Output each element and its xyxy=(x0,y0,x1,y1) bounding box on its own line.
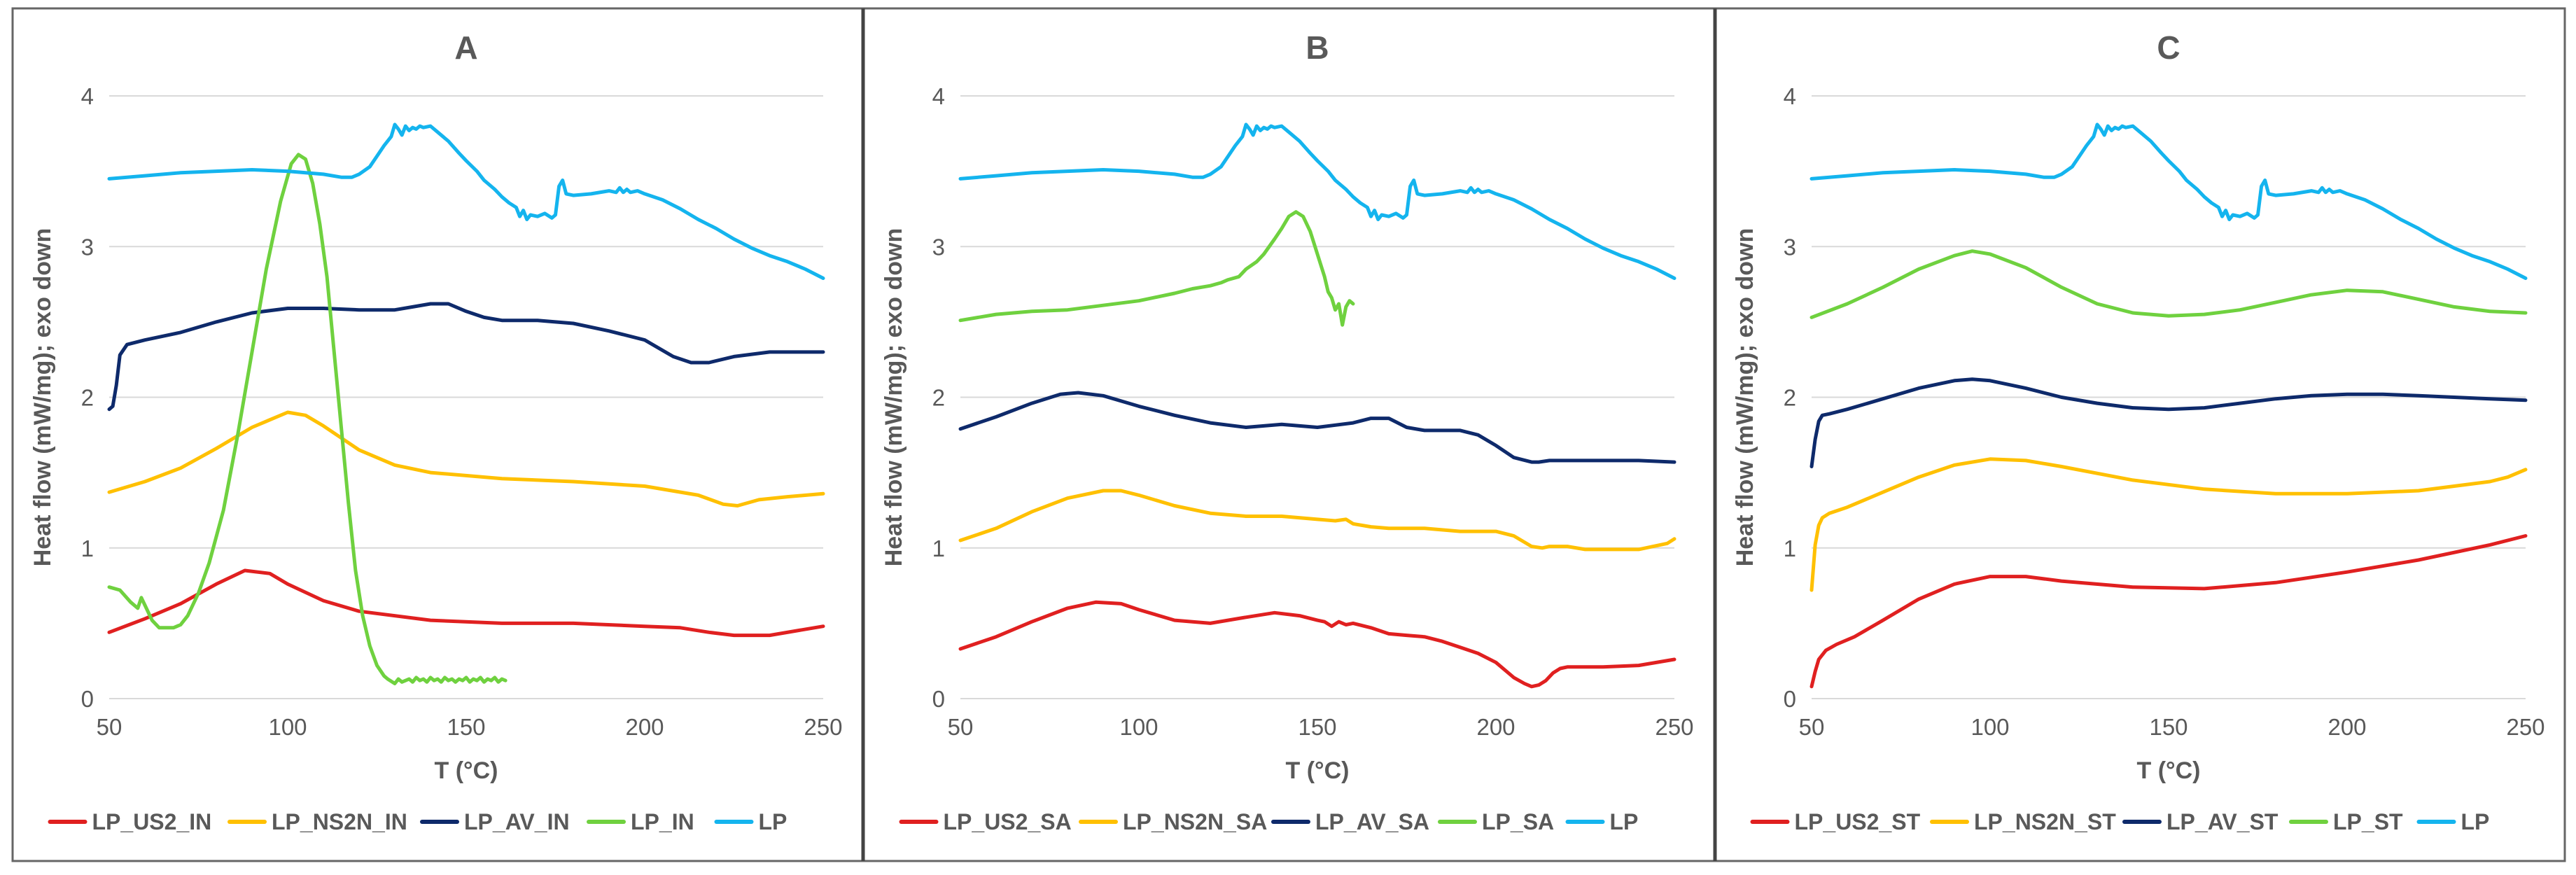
y-tick-label: 4 xyxy=(932,83,945,109)
y-tick-label: 2 xyxy=(932,385,945,411)
x-tick-label: 100 xyxy=(268,714,307,740)
y-tick-label: 2 xyxy=(1784,385,1796,411)
legend-label: LP_NS2N_ST xyxy=(1974,809,2116,834)
series-line-lp-us2-st xyxy=(1809,534,2528,689)
x-tick-label: 150 xyxy=(2149,714,2188,740)
x-axis-title: T (°C) xyxy=(2136,757,2200,784)
y-axis-title: Heat flow (mW/mg); exo down xyxy=(1732,228,1758,567)
series-line-lp-in xyxy=(107,153,507,685)
y-tick-label: 3 xyxy=(1784,234,1796,260)
legend-label: LP xyxy=(2461,809,2490,834)
series-line-lp-av-in xyxy=(107,302,825,412)
legend-label: LP_SA xyxy=(1482,809,1554,834)
x-tick-label: 200 xyxy=(1476,714,1515,740)
x-tick-label: 100 xyxy=(1119,714,1158,740)
y-tick-label: 4 xyxy=(81,83,94,109)
legend-label: LP_US2_ST xyxy=(1795,809,1921,834)
x-axis-title: T (°C) xyxy=(434,757,498,784)
legend-label: LP_AV_SA xyxy=(1315,809,1429,834)
x-tick-label: 50 xyxy=(1799,714,1825,740)
y-tick-label: 2 xyxy=(81,385,94,411)
panel-c: C 0 1 2 3 4 50 100 150 200 250 T (°C) Heat flow (mW/… xyxy=(1732,29,2545,834)
series-line-lp-st xyxy=(1809,249,2528,319)
y-tick-label: 4 xyxy=(1784,83,1796,109)
legend-label: LP_IN xyxy=(631,809,694,834)
legend-label: LP_AV_IN xyxy=(464,809,570,834)
legend-label: LP xyxy=(1610,809,1639,834)
x-tick-label: 150 xyxy=(447,714,485,740)
panel-title: A xyxy=(454,29,477,66)
series-line-lp-av-st xyxy=(1809,377,2528,468)
x-tick-label: 200 xyxy=(625,714,664,740)
y-tick-label: 1 xyxy=(932,536,945,561)
legend-label: LP_US2_IN xyxy=(92,809,212,834)
y-tick-label: 3 xyxy=(81,234,94,260)
y-tick-label: 1 xyxy=(81,536,94,561)
legend-label: LP xyxy=(759,809,788,834)
x-tick-label: 150 xyxy=(1298,714,1336,740)
legend: LP_US2_ST LP_NS2N_ST LP_AV_ST LP_ST LP xyxy=(1750,809,2490,834)
panel-a: A 0 1 2 3 4 50 100 150 200 250 T (°C) Heat flow (mW/… xyxy=(29,29,843,834)
y-tick-label: 0 xyxy=(932,686,945,712)
x-tick-label: 250 xyxy=(1655,714,1693,740)
x-tick-label: 200 xyxy=(2328,714,2366,740)
series-line-lp xyxy=(107,122,825,280)
x-axis-title: T (°C) xyxy=(1285,757,1349,784)
figure-frame xyxy=(11,7,2566,862)
legend-label: LP_NS2N_SA xyxy=(1123,809,1267,834)
legend-label: LP_NS2N_IN xyxy=(272,809,407,834)
x-tick-label: 100 xyxy=(1970,714,2009,740)
series-line-lp xyxy=(1809,122,2528,280)
y-tick-label: 1 xyxy=(1784,536,1796,561)
series-line-lp-sa xyxy=(958,210,1355,327)
x-tick-label: 50 xyxy=(948,714,974,740)
x-tick-label: 50 xyxy=(97,714,122,740)
x-tick-label: 250 xyxy=(804,714,842,740)
y-axis-title: Heat flow (mW/mg); exo down xyxy=(29,228,56,567)
legend-label: LP_AV_ST xyxy=(2166,809,2278,834)
series-line-lp-ns2n-sa xyxy=(958,489,1676,552)
series-line-lp-us2-in xyxy=(107,568,825,638)
legend-label: LP_US2_SA xyxy=(944,809,1072,834)
y-tick-label: 0 xyxy=(81,686,94,712)
y-tick-label: 0 xyxy=(1784,686,1796,712)
legend: LP_US2_SA LP_NS2N_SA LP_AV_SA LP_SA LP xyxy=(899,809,1639,834)
series-line-lp-av-sa xyxy=(958,391,1676,464)
series-line-lp-ns2n-st xyxy=(1809,457,2528,592)
legend-label: LP_ST xyxy=(2333,809,2403,834)
y-tick-label: 3 xyxy=(932,234,945,260)
series-line-lp-us2-sa xyxy=(958,600,1676,689)
x-tick-label: 250 xyxy=(2506,714,2544,740)
panel-title: B xyxy=(1306,29,1329,66)
panel-b: B 0 1 2 3 4 50 100 150 200 250 T (°C) Heat flow (mW/… xyxy=(881,29,1694,834)
y-axis-title: Heat flow (mW/mg); exo down xyxy=(881,228,907,567)
legend: LP_US2_IN LP_NS2N_IN LP_AV_IN LP_IN LP xyxy=(48,809,788,834)
series-line-lp xyxy=(958,122,1676,280)
panel-title: C xyxy=(2157,29,2180,66)
series-line-lp-ns2n-in xyxy=(107,410,825,507)
